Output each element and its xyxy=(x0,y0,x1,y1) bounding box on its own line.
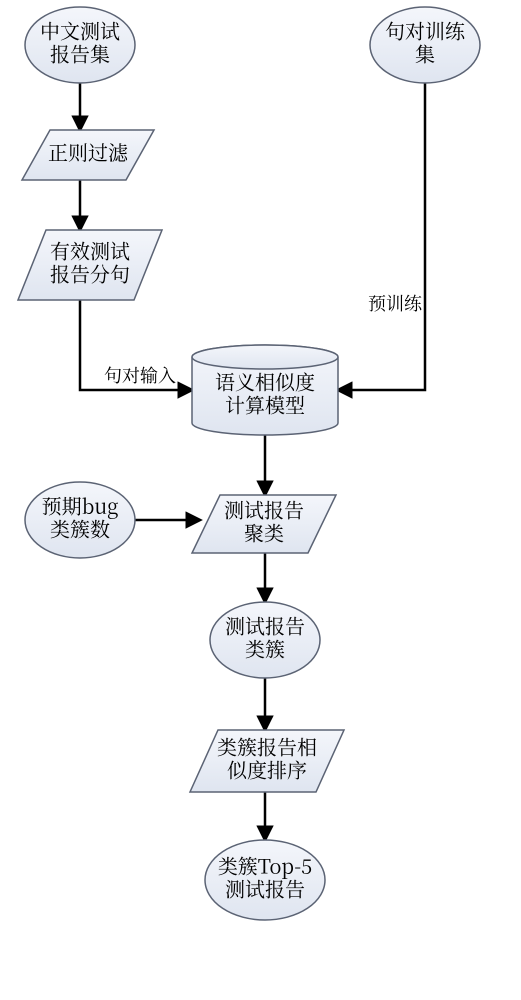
node-n1: 中文测试报告集 xyxy=(25,7,135,83)
node-n6: 预期bug类簇数 xyxy=(25,482,135,558)
edge xyxy=(338,83,425,390)
node-n7: 测试报告聚类 xyxy=(192,495,336,553)
node-n3: 正则过滤 xyxy=(22,130,154,180)
node-label: 正则过滤 xyxy=(48,137,129,166)
node-n9: 类簇报告相似度排序 xyxy=(190,730,344,792)
node-label: 报告集 xyxy=(50,39,110,68)
node-n8: 测试报告类簇 xyxy=(210,602,320,678)
node-n2: 句对训练集 xyxy=(370,7,480,83)
node-label: 类簇数 xyxy=(50,514,110,543)
node-label: 似度排序 xyxy=(227,755,307,784)
node-label: 聚类 xyxy=(244,518,284,547)
node-label: 类簇 xyxy=(245,634,285,663)
node-label: 计算模型 xyxy=(225,390,305,419)
node-n4: 有效测试报告分句 xyxy=(18,230,162,300)
flowchart: 句对输入 预训练 中文测试报告集 句对训练集正则过滤有效测试报告分句语义相似度计算模型… xyxy=(0,0,521,1000)
edge-label: 句对输入 xyxy=(104,362,176,388)
node-label: 报告分句 xyxy=(50,259,130,288)
nodes: 中文测试报告集 句对训练集正则过滤有效测试报告分句语义相似度计算模型预期bug类簇… xyxy=(18,7,480,920)
edge-label: 预训练 xyxy=(368,290,423,316)
node-n5: 语义相似度计算模型 xyxy=(192,345,338,435)
edges: 句对输入 预训练 xyxy=(80,83,425,840)
node-label: 集 xyxy=(415,39,435,68)
node-n10: 类簇Top-5测试报告 xyxy=(205,840,325,920)
node-label: 测试报告 xyxy=(225,874,305,903)
